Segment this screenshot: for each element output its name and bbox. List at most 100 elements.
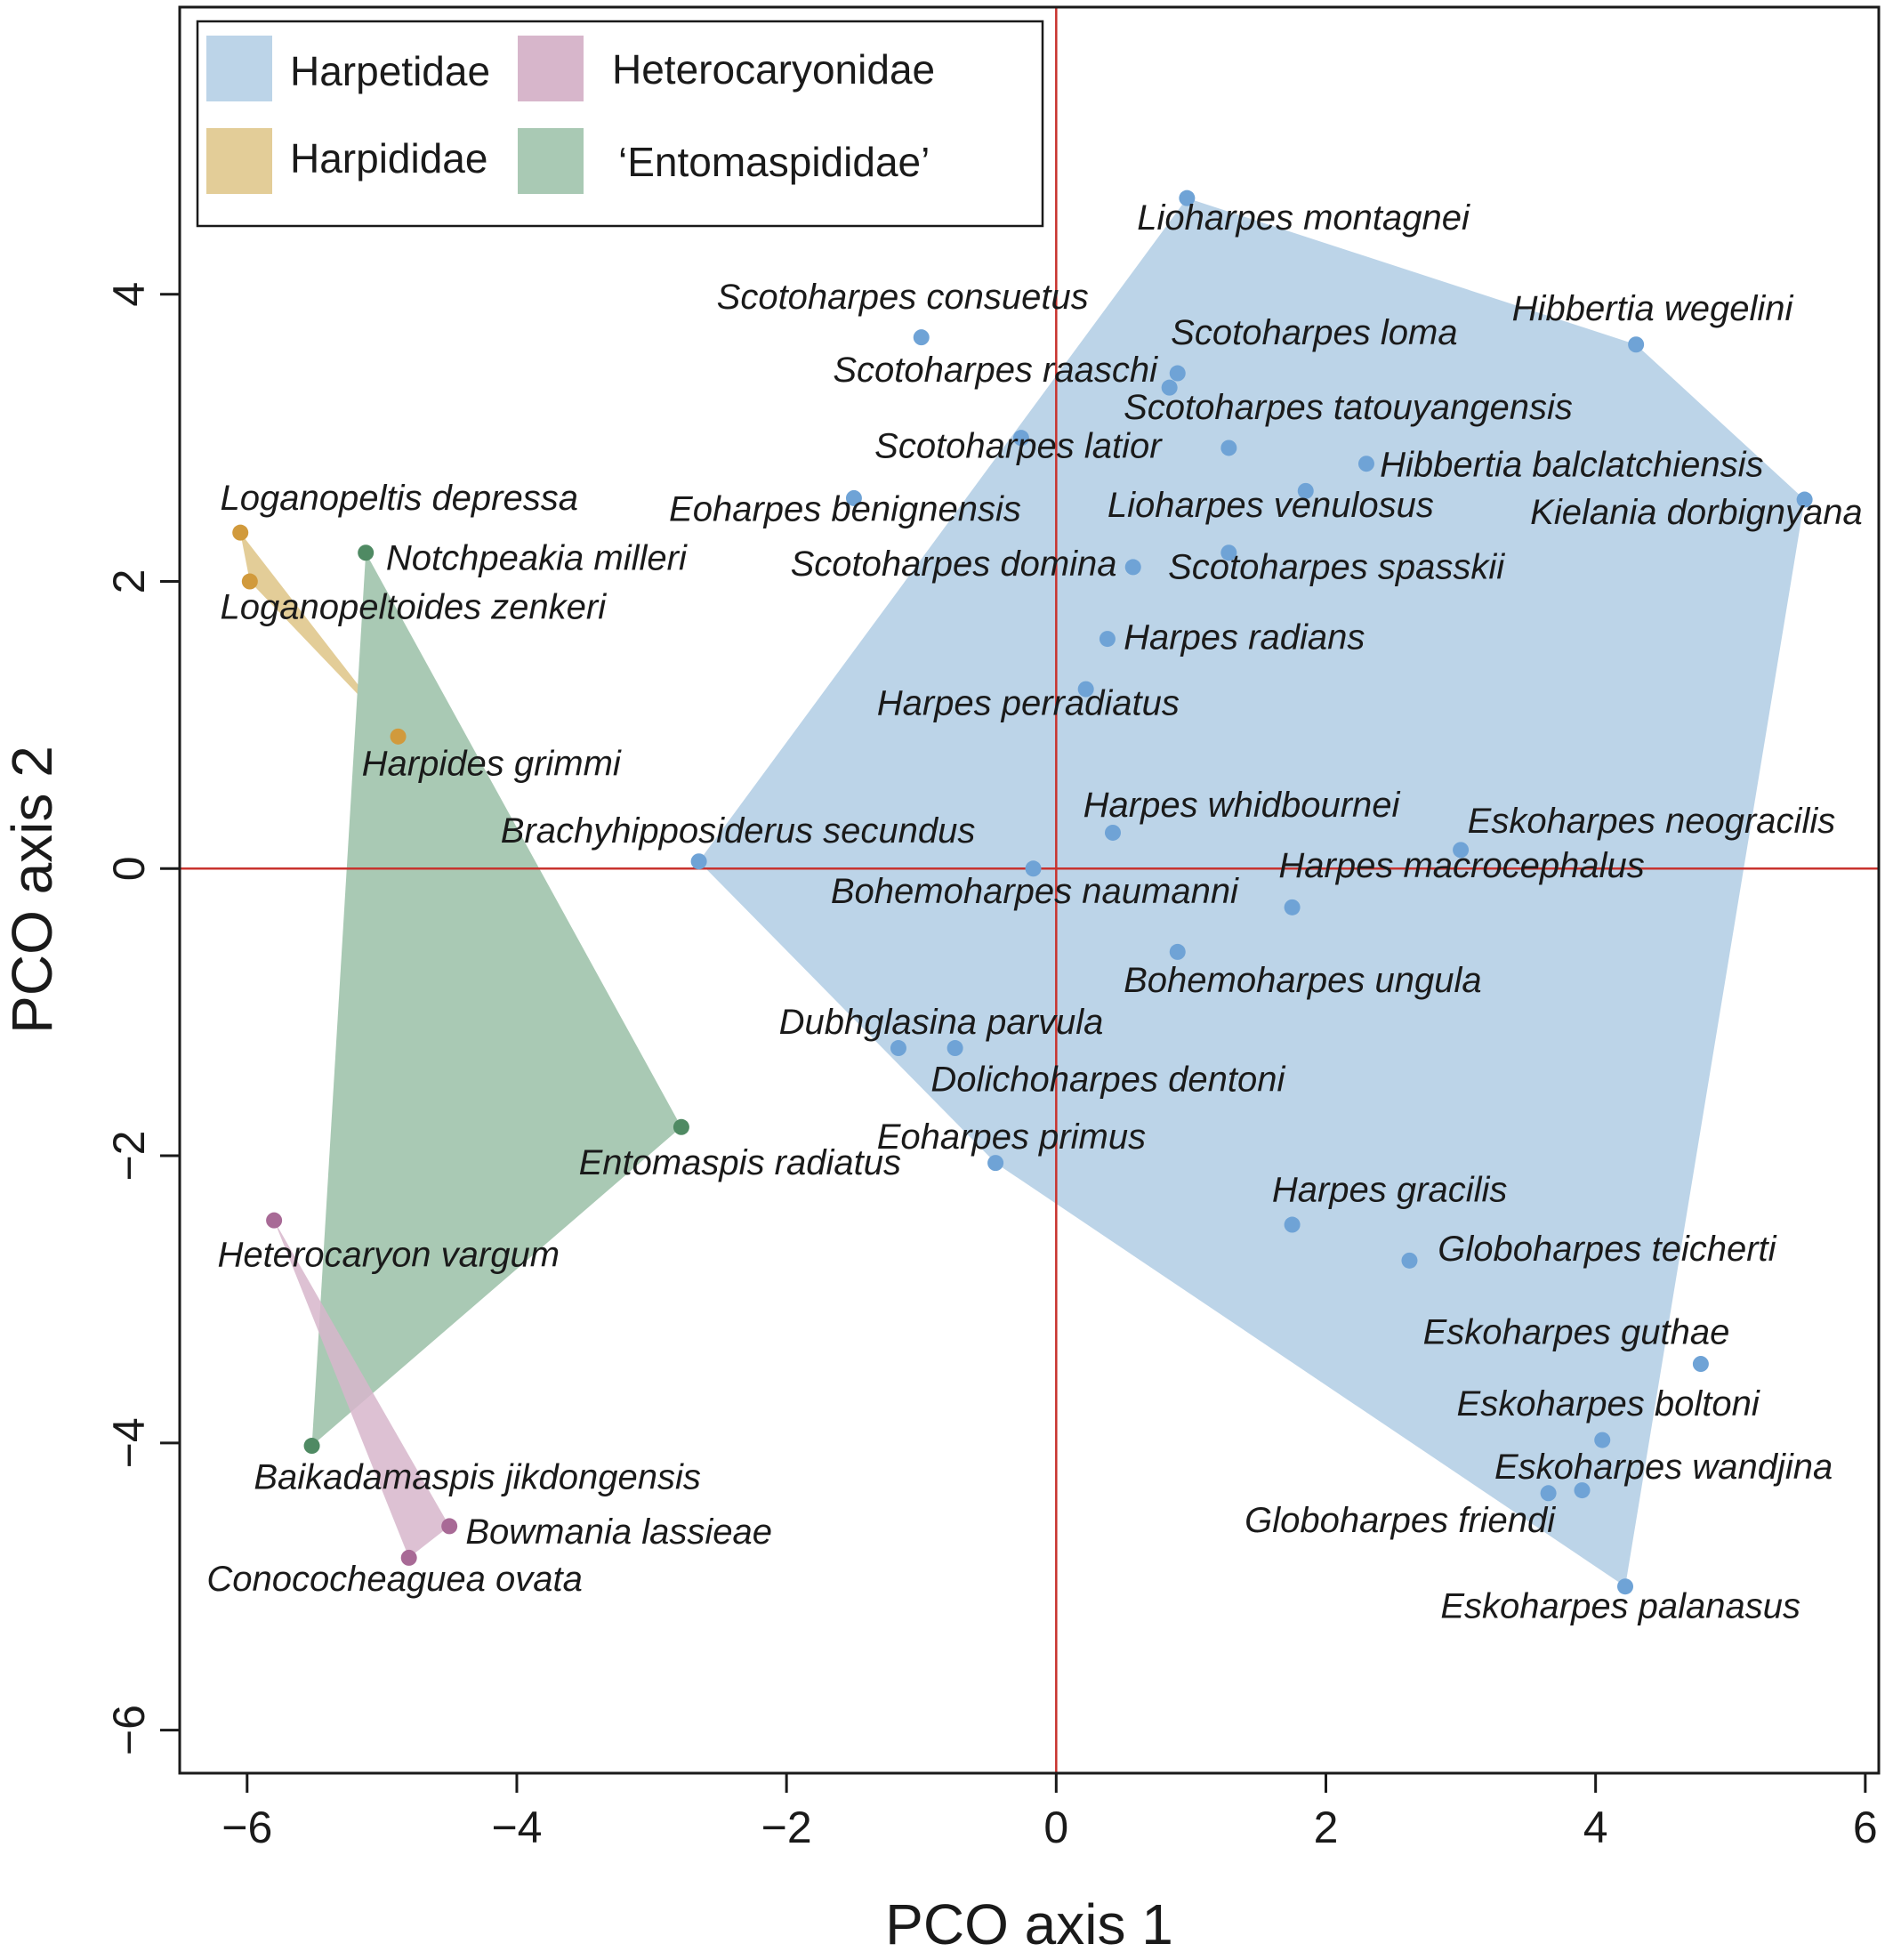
label-harpes-radians: Harpes radians [1124, 617, 1365, 657]
label-harpides-grimmi: Harpides grimmi [362, 744, 622, 783]
point-harpides-grimmi [390, 728, 407, 745]
label-globoharpes-teicherti: Globoharpes teicherti [1438, 1230, 1776, 1269]
point-scotoharpes-domina [1124, 559, 1141, 576]
label-dubhglasina-parvula: Dubhglasina parvula [779, 1003, 1104, 1042]
point-harpes-gracilis [1284, 1216, 1301, 1233]
legend-label-heterocaryonidae: Heterocaryonidae [612, 46, 935, 93]
point-scotoharpes-raaschi [1161, 379, 1178, 396]
label-scotoharpes-domina: Scotoharpes domina [791, 544, 1117, 584]
point-dubhglasina-parvula [890, 1040, 906, 1057]
plot-frame [178, 5, 1881, 1775]
label-scotoharpes-raaschi: Scotoharpes raaschi [833, 351, 1158, 390]
point-scotoharpes-spasskii [1220, 544, 1237, 561]
label-eskoharpes-guthae: Eskoharpes guthae [1423, 1312, 1730, 1351]
point-loganopeltis-depressa [232, 524, 249, 541]
label-hibbertia-balclatchiensis: Hibbertia balclatchiensis [1380, 446, 1763, 485]
point-harpes-radians [1099, 631, 1116, 648]
label-baikadamaspis-jikdongensis: Baikadamaspis jikdongensis [254, 1457, 701, 1496]
point-lioharpes-montagnei [1179, 190, 1196, 206]
point-globoharpes-teicherti [1401, 1252, 1418, 1269]
x-tick-label: 6 [1853, 1803, 1878, 1852]
label-conococheaguea-ovata: Conococheaguea ovata [206, 1560, 583, 1599]
point-harpes-perradiatus [1077, 681, 1094, 698]
label-scotoharpes-consuetus: Scotoharpes consuetus [717, 278, 1089, 317]
label-kielania-dorbignyana: Kielania dorbignyana [1530, 493, 1863, 532]
data-points [232, 190, 1813, 1595]
label-harpes-macrocephalus: Harpes macrocephalus [1278, 846, 1644, 885]
point-eskoharpes-boltoni [1594, 1432, 1611, 1448]
label-eskoharpes-palanasus: Eskoharpes palanasus [1440, 1587, 1800, 1626]
label-scotoharpes-spasskii: Scotoharpes spasskii [1168, 547, 1505, 586]
legend-label-harpetidae: Harpetidae [290, 48, 490, 94]
y-tick-label: −2 [104, 1131, 154, 1182]
harpetidae-hull [698, 198, 1805, 1587]
point-hibbertia-balclatchiensis [1357, 456, 1374, 472]
label-scotoharpes-tatouyangensis: Scotoharpes tatouyangensis [1124, 388, 1573, 427]
label-globoharpes-friendi: Globoharpes friendi [1245, 1501, 1556, 1540]
label-lioharpes-venulosus: Lioharpes venulosus [1108, 486, 1434, 525]
label-eskoharpes-boltoni: Eskoharpes boltoni [1457, 1384, 1760, 1424]
x-tick-label: −4 [491, 1803, 542, 1852]
x-axis-title: PCO axis 1 [885, 1892, 1173, 1956]
label-notchpeakia-milleri: Notchpeakia milleri [386, 539, 688, 578]
point-lioharpes-venulosus [1297, 482, 1314, 499]
label-eoharpes-benignensis: Eoharpes benignensis [669, 490, 1021, 529]
y-tick-label: 0 [104, 856, 154, 881]
legend-swatch-entomaspididae [518, 128, 584, 194]
label-bohemoharpes-ungula: Bohemoharpes ungula [1124, 961, 1482, 1000]
y-tick-label: 2 [104, 569, 154, 594]
label-eskoharpes-wandjina: Eskoharpes wandjina [1494, 1448, 1833, 1487]
x-tick-label: −6 [222, 1803, 272, 1852]
label-harpes-whidbournei: Harpes whidbournei [1083, 786, 1401, 825]
group-hulls [240, 198, 1805, 1587]
y-tick-label: −4 [104, 1417, 154, 1468]
label-harpes-gracilis: Harpes gracilis [1272, 1171, 1508, 1210]
x-tick-label: 4 [1583, 1803, 1608, 1852]
heterocaryonidae-hull [274, 1220, 450, 1558]
point-labels: Lioharpes montagnei Scotoharpes consuetus… [206, 198, 1862, 1626]
point-notchpeakia-milleri [358, 544, 375, 561]
label-eoharpes-primus: Eoharpes primus [877, 1117, 1146, 1157]
label-loganopeltis-depressa: Loganopeltis depressa [220, 479, 578, 518]
point-harpes-whidbournei [1104, 824, 1121, 841]
label-bowmania-lassieae: Bowmania lassieae [465, 1512, 772, 1552]
label-scotoharpes-loma: Scotoharpes loma [1171, 313, 1457, 352]
y-tick-label: −6 [104, 1705, 154, 1755]
label-lioharpes-montagnei: Lioharpes montagnei [1137, 198, 1470, 238]
legend-swatch-harpididae [206, 128, 272, 194]
legend-swatch-heterocaryonidae [518, 36, 584, 101]
y-tick-label: 4 [104, 282, 154, 307]
point-loganopeltoides-zenkeri [241, 573, 258, 590]
label-scotoharpes-latior: Scotoharpes latior [874, 427, 1163, 466]
label-entomaspis-radiatus: Entomaspis radiatus [579, 1143, 901, 1182]
label-heterocaryon-vargum: Heterocaryon vargum [217, 1235, 560, 1274]
point-scotoharpes-latior [1012, 430, 1029, 447]
point-bohemoharpes-ungula [1169, 943, 1186, 960]
y-axis: −6 −4 −2 0 2 4 [104, 282, 180, 1755]
label-brachyhipposiderus-secundus: Brachyhipposiderus secundus [501, 811, 976, 851]
point-entomaspis-radiatus [673, 1118, 689, 1135]
point-hibbertia-wegelini [1628, 336, 1645, 353]
point-eskoharpes-palanasus [1617, 1578, 1634, 1595]
point-eskoharpes-neogracilis [1453, 842, 1470, 859]
point-scotoharpes-tatouyangensis [1220, 440, 1237, 456]
legend-label-harpididae: Harpididae [290, 135, 487, 181]
point-harpes-macrocephalus [1284, 899, 1301, 915]
label-harpes-perradiatus: Harpes perradiatus [877, 684, 1180, 723]
legend-box [196, 20, 1044, 228]
legend: Harpetidae Heterocaryonidae Harpididae ‘Ent… [196, 20, 1044, 228]
label-bohemoharpes-naumanni: Bohemoharpes naumanni [831, 872, 1239, 911]
label-loganopeltoides-zenkeri: Loganopeltoides zenkeri [220, 587, 607, 626]
point-heterocaryon-vargum [266, 1212, 283, 1229]
point-brachyhipposiderus-secundus [690, 853, 707, 870]
label-dolichoharpes-dentoni: Dolichoharpes dentoni [930, 1060, 1285, 1099]
label-eskoharpes-neogracilis: Eskoharpes neogracilis [1468, 802, 1836, 841]
entomaspididae-hull [311, 553, 681, 1446]
point-dolichoharpes-dentoni [946, 1040, 963, 1057]
x-tick-label: −2 [761, 1803, 812, 1852]
point-baikadamaspis-jikdongensis [303, 1438, 320, 1455]
label-hibbertia-wegelini: Hibbertia wegelini [1512, 289, 1794, 328]
point-eoharpes-primus [987, 1155, 1004, 1172]
x-tick-label: 2 [1314, 1803, 1339, 1852]
